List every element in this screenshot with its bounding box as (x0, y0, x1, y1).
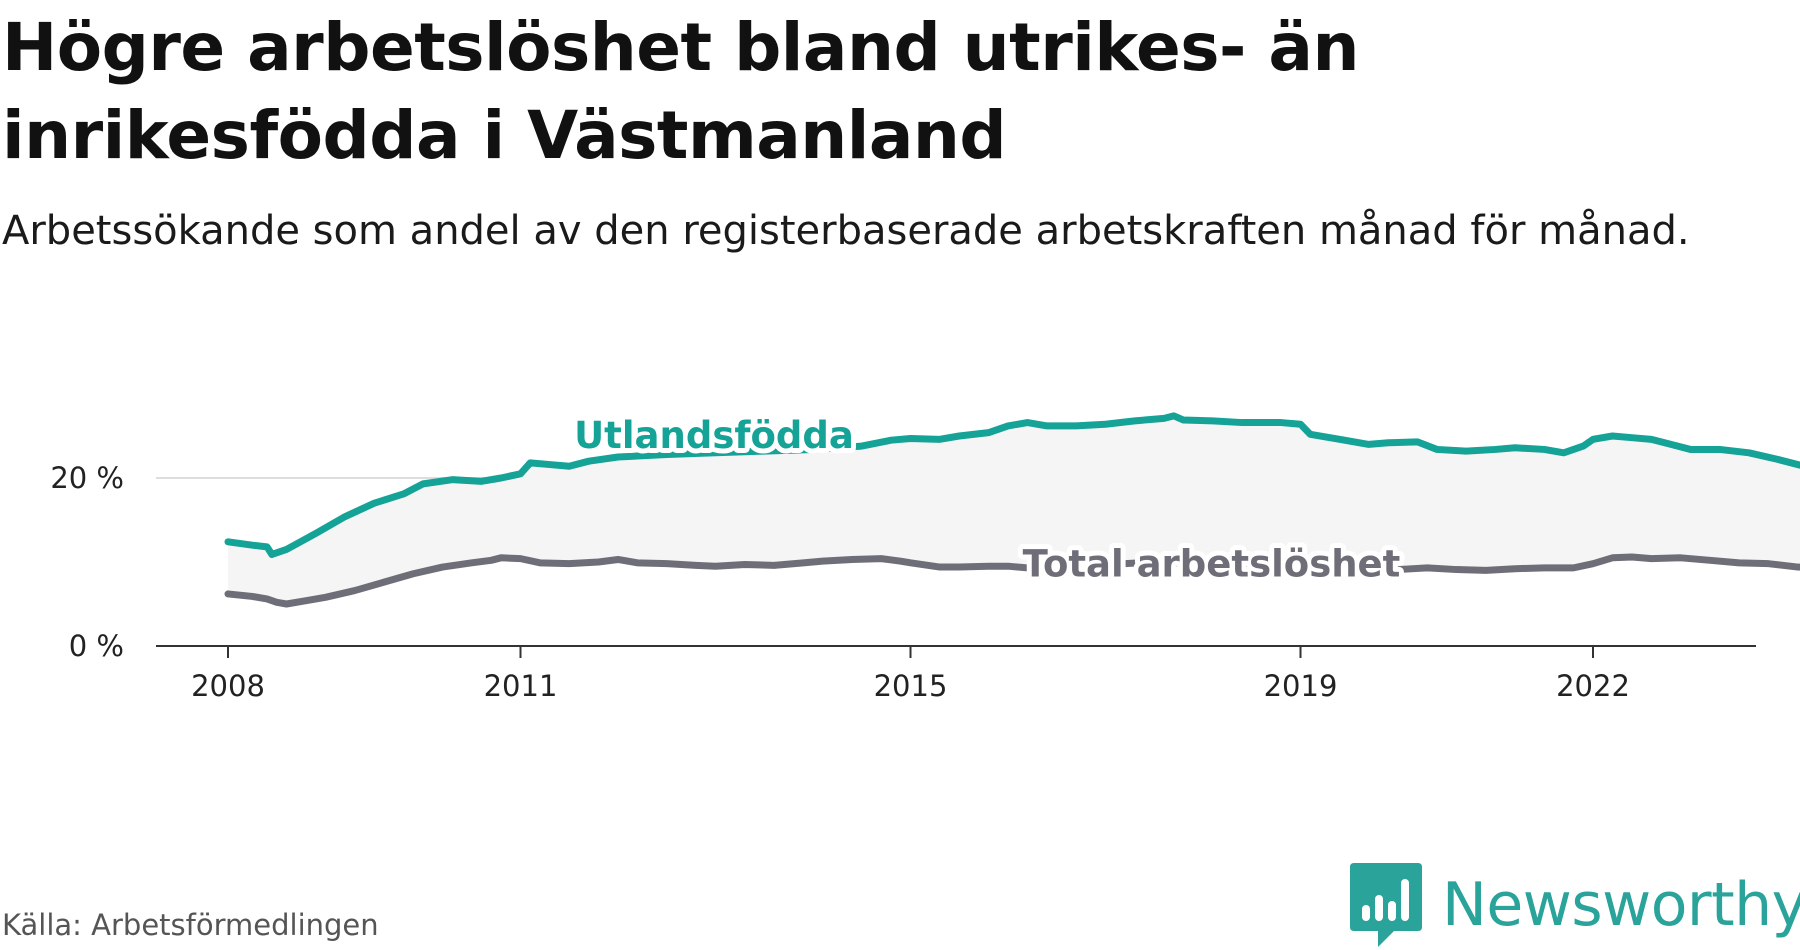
x-tick-label: 2019 (1264, 669, 1338, 703)
series-label-utlandsfodda: Utlandsfödda (574, 414, 854, 457)
x-tick-label: 2011 (484, 669, 558, 703)
x-tick-label: 2022 (1556, 669, 1630, 703)
source-note: Källa: Arbetsförmedlingen (2, 908, 379, 942)
chart-subtitle: Arbetssökande som andel av den registerb… (2, 208, 1690, 254)
brand-logo: Newsworthy (1348, 860, 1800, 950)
series-line-utlandsfodda (224, 412, 1800, 558)
x-tick-label: 2015 (874, 669, 948, 703)
series-line-total (224, 553, 1800, 608)
line-chart: 0 %20 %2008201120152019202220,1 %8,1 %Ut… (50, 409, 1800, 703)
x-tick-label: 2008 (191, 669, 265, 703)
newsworthy-logo-icon (1350, 863, 1422, 947)
y-tick-label: 0 % (69, 629, 124, 663)
brand-name: Newsworthy (1442, 870, 1800, 940)
series-label-total: Total arbetslöshet (1023, 542, 1401, 585)
y-tick-label: 20 % (50, 461, 124, 495)
series-band (228, 415, 1800, 604)
page-title: Högre arbetslöshet bland utrikes- än inr… (2, 9, 1359, 174)
